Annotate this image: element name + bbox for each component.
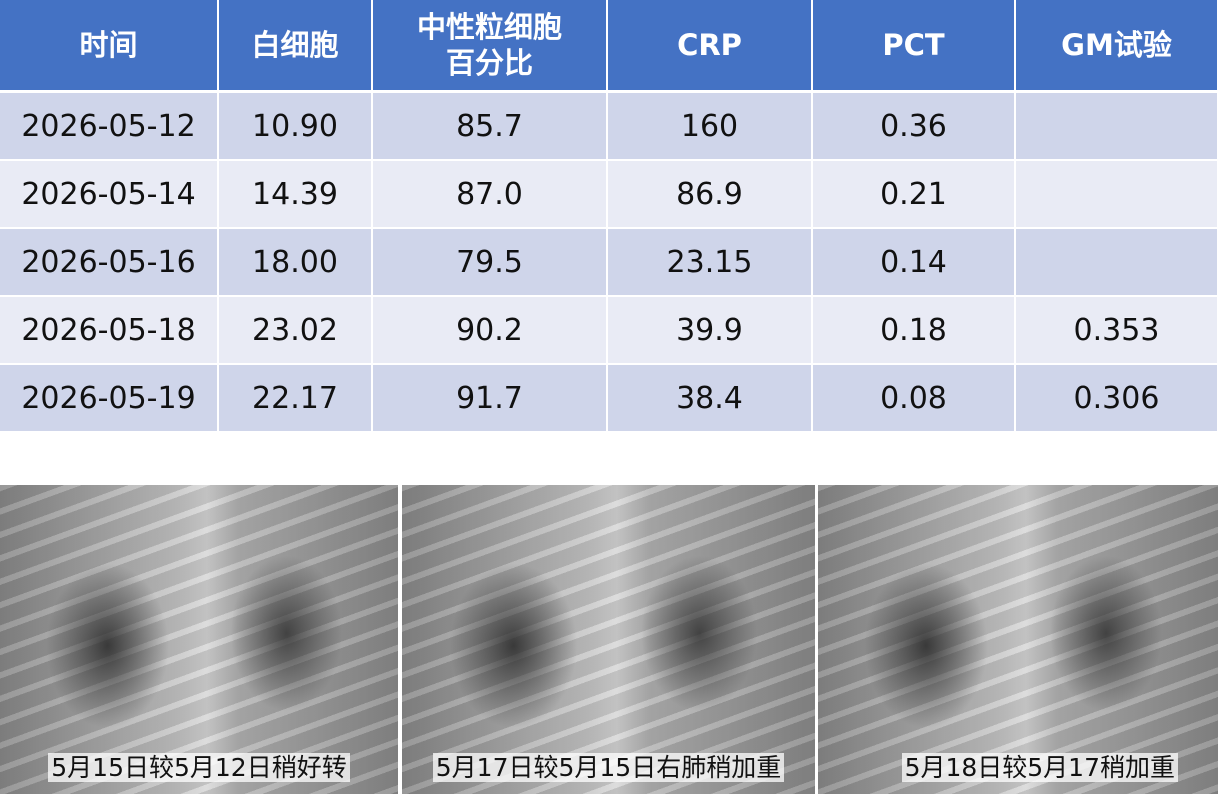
header-row: 时间 白细胞 中性粒细胞百分比 CRP PCT GM试验 [0,0,1218,93]
header-text: 白细胞 [251,28,339,62]
table-cell: 18.00 [218,228,373,297]
table-cell: 2026-05-14 [0,160,219,229]
header-text: GM试验 [1061,28,1172,62]
header-text: 中性粒细胞百分比 [416,10,562,80]
image-caption: 5月15日较5月12日稍好转 [0,748,398,784]
xray-image: 5月17日较5月15日右肺稍加重 [402,485,815,794]
header-cell: 时间 [0,0,219,93]
table-cell: 2026-05-18 [0,296,219,365]
table-cell: 23.02 [218,296,373,365]
table-cell: 23.15 [607,228,813,297]
table-cell: 0.21 [812,160,1016,229]
caption-text: 5月18日较5月17稍加重 [901,753,1178,782]
table-cell: 14.39 [218,160,373,229]
header-cell: 中性粒细胞百分比 [372,0,608,93]
table-cell [1015,160,1218,229]
table-cell: 79.5 [372,228,608,297]
table-cell: 0.14 [812,228,1016,297]
table-cell: 38.4 [607,364,813,433]
table-row: 2026-05-16 18.00 79.5 23.15 0.14 [0,228,1218,297]
header-text: PCT [882,28,945,62]
table-row: 2026-05-19 22.17 91.7 38.4 0.08 0.306 [0,364,1218,433]
table-cell: 2026-05-12 [0,91,219,161]
table-row: 2026-05-18 23.02 90.2 39.9 0.18 0.353 [0,296,1218,365]
table-cell: 91.7 [372,364,608,433]
table-row: 2026-05-14 14.39 87.0 86.9 0.21 [0,160,1218,229]
table-cell: 90.2 [372,296,608,365]
table-body: 2026-05-12 10.90 85.7 160 0.36 2026-05-14 14.3… [0,91,1218,433]
caption-text: 5月15日较5月12日稍好转 [48,753,350,782]
xray-image: 5月18日较5月17稍加重 [818,485,1218,794]
table-cell: 39.9 [607,296,813,365]
header-text: CRP [677,28,742,62]
header-cell: 白细胞 [218,0,373,93]
table-cell [1015,91,1218,161]
table-cell: 22.17 [218,364,373,433]
table-cell: 0.18 [812,296,1016,365]
table-cell: 2026-05-19 [0,364,219,433]
header-cell: CRP [607,0,813,93]
caption-text: 5月17日较5月15日右肺稍加重 [432,753,785,782]
table-cell: 10.90 [218,91,373,161]
header-cell: PCT [812,0,1016,93]
table-cell: 0.306 [1015,364,1218,433]
table-row: 2026-05-12 10.90 85.7 160 0.36 [0,91,1218,161]
table-cell: 160 [607,91,813,161]
table-cell: 0.36 [812,91,1016,161]
table-cell: 86.9 [607,160,813,229]
table-cell: 2026-05-16 [0,228,219,297]
table-cell: 0.08 [812,364,1016,433]
header-text: 时间 [79,28,138,62]
table-cell: 87.0 [372,160,608,229]
xray-image: 5月15日较5月12日稍好转 [0,485,398,794]
table-cell [1015,228,1218,297]
lab-table: 时间 白细胞 中性粒细胞百分比 CRP PCT GM试验 2026-05-12 10.90 8… [0,0,1218,433]
image-caption: 5月18日较5月17稍加重 [818,748,1218,784]
header-cell: GM试验 [1015,0,1218,93]
image-caption: 5月17日较5月15日右肺稍加重 [402,748,815,784]
table-cell: 85.7 [372,91,608,161]
table-cell: 0.353 [1015,296,1218,365]
